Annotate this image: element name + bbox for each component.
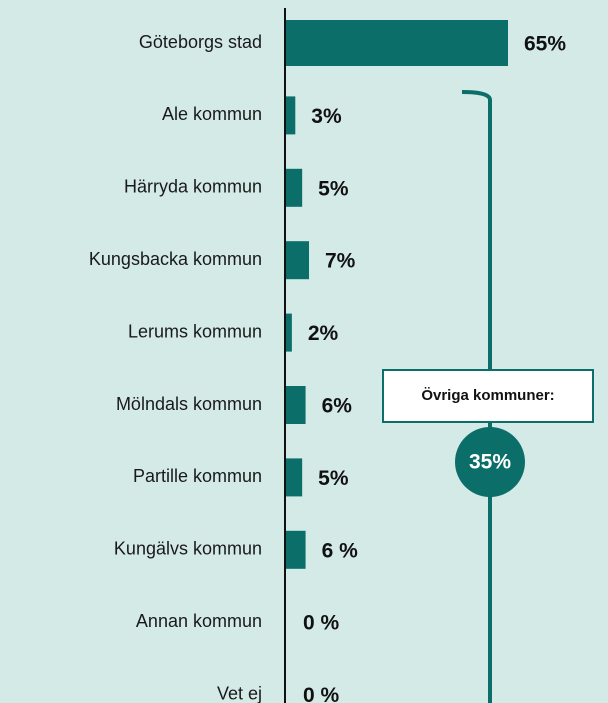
value-label: 5% [318,467,349,490]
value-label: 0 % [303,612,340,635]
category-label: Kungsbacka kommun [89,249,262,269]
bar [286,241,310,280]
bar [286,458,303,497]
value-label: 2% [308,322,339,345]
category-label: Partille kommun [133,466,262,486]
category-label: Ale kommun [162,104,262,124]
value-label: 6 % [322,539,359,562]
bar [286,168,303,207]
category-label: Vet ej [217,683,262,703]
annotation-label: Övriga kommuner: [421,387,554,404]
bar [286,96,296,135]
category-label: Annan kommun [136,611,262,631]
bar [286,313,292,352]
value-label: 7% [325,250,356,273]
annotation-value: 35% [469,451,511,474]
category-label: Härryda kommun [124,177,262,197]
annotation-box [382,369,594,423]
category-label: Kungälvs kommun [114,539,262,559]
value-label: 65% [524,33,566,56]
bar [286,386,306,424]
bar [286,530,306,569]
value-label: 0 % [303,684,340,703]
annotation-circle [455,427,525,497]
bar [286,20,508,66]
value-label: 3% [311,105,342,128]
value-label: 6% [322,395,353,418]
category-label: Mölndals kommun [116,394,262,414]
value-label: 5% [318,177,349,200]
bracket [461,90,492,703]
category-label: Lerums kommun [128,321,262,341]
category-label: Göteborgs stad [139,32,262,52]
